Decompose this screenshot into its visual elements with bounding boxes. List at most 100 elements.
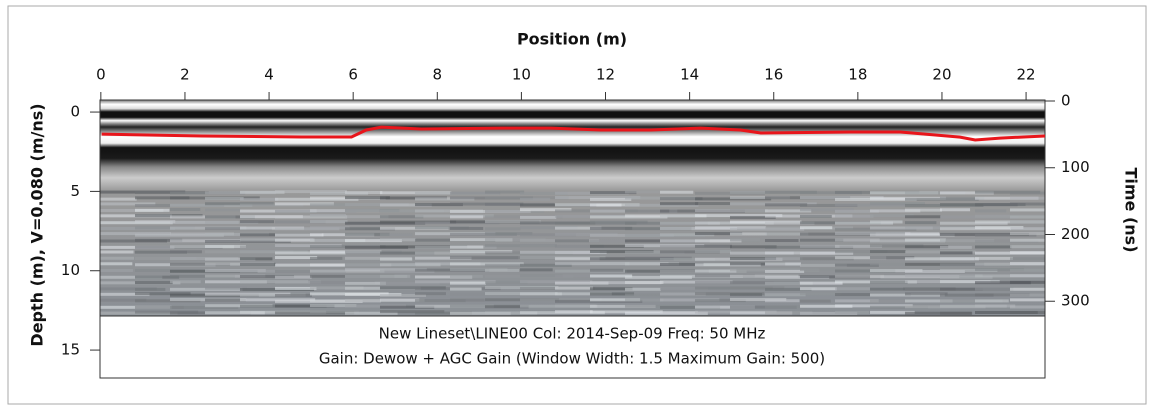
texture: [625, 250, 685, 254]
texture: [660, 310, 698, 314]
texture: [835, 214, 874, 218]
texture: [170, 280, 201, 284]
texture: [205, 286, 247, 290]
texture: [485, 196, 569, 200]
texture: [975, 239, 1039, 243]
texture: [800, 191, 862, 195]
texture: [975, 304, 1016, 308]
texture: [800, 257, 854, 261]
texture: [275, 227, 340, 231]
texture: [555, 310, 593, 314]
frame: [7, 5, 1147, 405]
x-tick-label: 0: [96, 66, 106, 84]
texture: [975, 256, 1013, 260]
texture: [870, 310, 915, 314]
texture: [905, 238, 946, 242]
texture: [590, 197, 632, 201]
texture: [730, 281, 799, 285]
texture: [450, 311, 511, 315]
texture: [940, 196, 985, 200]
texture: [695, 244, 733, 248]
texture: [800, 226, 833, 230]
texture: [450, 232, 517, 236]
texture: [555, 304, 596, 308]
texture: [310, 226, 350, 230]
y-tick-label: 0: [70, 103, 80, 121]
texture: [310, 286, 364, 290]
texture: [345, 274, 408, 278]
texture: [380, 298, 420, 302]
texture: [870, 256, 915, 260]
y-tick-label: 15: [61, 341, 80, 359]
texture: [240, 226, 305, 230]
texture: [135, 275, 180, 279]
texture: [975, 293, 1030, 297]
texture: [695, 269, 737, 273]
texture: [835, 287, 904, 291]
texture: [870, 305, 929, 309]
texture: [800, 244, 840, 248]
texture: [870, 226, 933, 230]
texture: [380, 281, 440, 285]
texture: [940, 304, 1007, 308]
texture: [835, 256, 887, 260]
texture: [100, 275, 163, 279]
texture: [660, 221, 720, 225]
texture: [100, 287, 157, 291]
texture: [450, 250, 513, 254]
texture: [625, 287, 661, 291]
texture: [345, 281, 386, 285]
texture: [870, 214, 914, 218]
texture: [800, 203, 858, 207]
texture: [590, 287, 633, 291]
texture: [1010, 280, 1045, 284]
texture: [485, 202, 555, 206]
texture: [1010, 287, 1045, 291]
texture: [975, 233, 1037, 237]
texture: [940, 245, 972, 249]
texture: [450, 287, 482, 291]
texture: [345, 208, 400, 212]
texture: [800, 287, 837, 291]
texture: [730, 262, 786, 266]
texture: [485, 220, 541, 224]
texture: [100, 250, 134, 254]
y2-axis-title: Time (ns): [1122, 167, 1141, 252]
texture: [275, 220, 326, 224]
texture: [450, 298, 485, 302]
texture: [940, 280, 1000, 284]
texture: [205, 257, 256, 261]
texture: [660, 190, 694, 194]
texture: [730, 293, 763, 297]
y2-tick-label: 300: [1061, 292, 1090, 310]
texture: [485, 227, 521, 231]
texture: [380, 196, 448, 200]
texture: [695, 191, 765, 195]
texture: [205, 227, 272, 231]
texture: [905, 221, 937, 225]
texture: [695, 250, 732, 254]
texture: [100, 197, 137, 201]
texture: [240, 274, 295, 278]
texture: [310, 191, 369, 195]
texture: [135, 220, 176, 224]
texture: [555, 251, 607, 255]
texture: [730, 215, 776, 219]
texture: [1010, 215, 1045, 219]
texture: [800, 238, 844, 242]
texture: [835, 263, 879, 267]
texture: [415, 262, 481, 266]
texture: [870, 299, 910, 303]
texture: [625, 256, 692, 260]
texture: [415, 209, 483, 213]
texture: [450, 238, 513, 242]
texture: [765, 299, 800, 303]
texture: [765, 305, 807, 309]
texture: [345, 232, 390, 236]
texture: [695, 299, 746, 303]
texture: [800, 292, 842, 296]
texture: [205, 202, 274, 206]
texture: [310, 209, 380, 213]
texture: [555, 244, 604, 248]
